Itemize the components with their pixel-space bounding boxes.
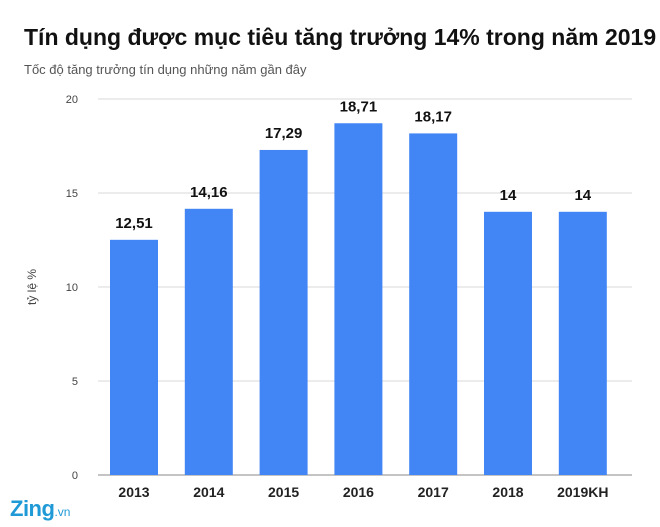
chart-title: Tín dụng được mục tiêu tăng trưởng 14% t… (24, 24, 657, 50)
x-tick-labels: 2013 2014 2015 2016 2017 2018 2019KH (118, 484, 608, 500)
zing-logo: Zing.vn (10, 496, 70, 522)
logo-brand: Zing (10, 496, 55, 521)
bar-2018 (484, 211, 532, 476)
bar-2014 (184, 208, 233, 476)
y-tick-label: 0 (72, 470, 78, 482)
data-label: 14 (500, 187, 517, 204)
x-tick-label: 2017 (418, 484, 449, 500)
bar-2019KH (558, 211, 607, 476)
y-tick-label: 5 (72, 376, 78, 388)
data-label: 17,29 (265, 125, 303, 142)
bar-2016 (334, 123, 383, 475)
bar-2015 (259, 149, 308, 475)
y-tick-label: 15 (66, 188, 78, 200)
y-axis-label: tỷ lệ % (25, 269, 39, 305)
data-label: 18,71 (340, 98, 378, 115)
x-tick-label: 2019KH (557, 484, 608, 500)
data-label: 18,17 (414, 108, 452, 125)
chart-subtitle: Tốc độ tăng trưởng tín dụng những năm gầ… (24, 62, 307, 77)
x-tick-label: 2013 (118, 484, 149, 500)
bar-2017 (409, 133, 458, 476)
data-label: 14,16 (190, 184, 228, 201)
x-tick-label: 2016 (343, 484, 374, 500)
bar-2013 (110, 239, 158, 475)
data-labels: 12,51 14,16 17,29 18,71 18,17 14 14 (115, 98, 592, 232)
data-label: 14 (574, 187, 591, 204)
y-tick-label: 10 (66, 282, 78, 294)
y-tick-label: 20 (66, 94, 78, 106)
data-label: 12,51 (115, 215, 153, 232)
x-tick-label: 2018 (492, 484, 523, 500)
logo-tld: .vn (54, 505, 71, 519)
x-tick-label: 2015 (268, 484, 299, 500)
y-tick-labels: 0 5 10 15 20 (66, 94, 78, 482)
bars (110, 123, 607, 476)
x-tick-label: 2014 (193, 484, 224, 500)
